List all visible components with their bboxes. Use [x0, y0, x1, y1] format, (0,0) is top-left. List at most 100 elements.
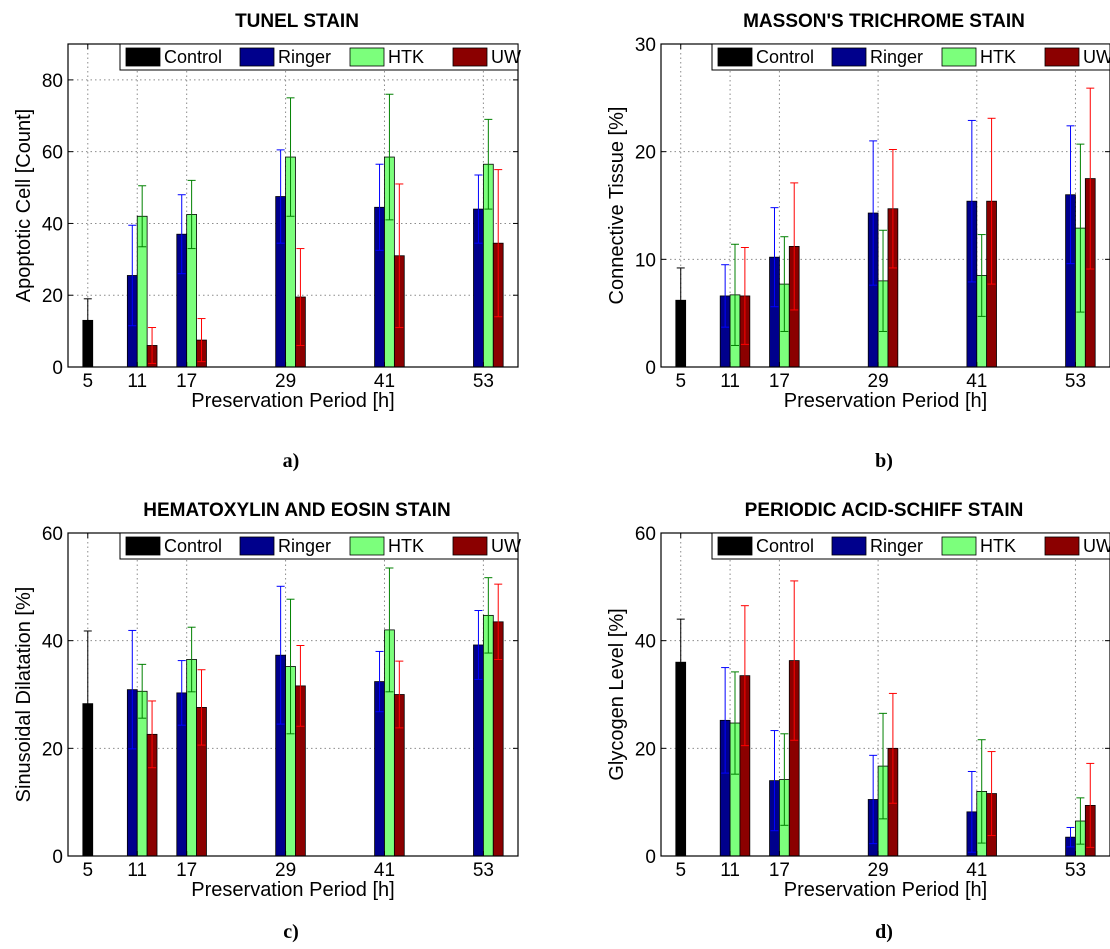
legend-swatch-ringer: [239, 47, 275, 67]
x-axis-label: Preservation Period [h]: [784, 879, 987, 901]
chart-title: PERIODIC ACID-SCHIFF STAIN: [745, 500, 1024, 521]
x-tick-label: 17: [176, 371, 197, 392]
legend-swatch-control: [125, 536, 161, 556]
x-tick-label: 17: [769, 860, 790, 881]
legend-label: HTK: [388, 47, 424, 67]
x-tick-label: 5: [675, 371, 686, 392]
x-tick-label: 29: [275, 371, 296, 392]
chart-panel-4: 0 20 40 60 5 11 17 29 41 53 Preservation Period [h…: [606, 500, 1110, 943]
y-axis-label: Sinusoidal Dilatation [%]: [13, 587, 35, 803]
x-axis-label: Preservation Period [h]: [784, 390, 987, 412]
legend: Control Ringer HTK UW: [711, 532, 1110, 560]
chart-title: HEMATOXYLIN AND EOSIN STAIN: [143, 500, 451, 521]
x-tick-label: 17: [176, 860, 197, 881]
x-tick-label: 11: [720, 371, 740, 392]
legend-label: Control: [164, 536, 222, 556]
panel-label: b): [875, 450, 893, 472]
legend-label: Ringer: [870, 47, 923, 67]
x-tick-label: 29: [275, 860, 296, 881]
x-tick-label: 5: [675, 860, 686, 881]
y-tick-label: 20: [42, 739, 63, 760]
legend-swatch-htk: [349, 47, 385, 67]
x-tick-label: 11: [720, 860, 740, 881]
legend-swatch-control: [125, 47, 161, 67]
legend-swatch-uw: [452, 536, 488, 556]
legend: Control Ringer HTK UW: [119, 532, 521, 560]
x-tick-label: 41: [374, 860, 395, 881]
legend-label: Control: [164, 47, 222, 67]
legend-box: [119, 532, 519, 560]
x-tick-label: 29: [868, 860, 889, 881]
chart-panel-2: 0 10 20 30 5 11 17 29 41 53 Preservation Period [h…: [606, 11, 1110, 472]
legend-label: HTK: [980, 536, 1016, 556]
legend: Control Ringer HTK UW: [711, 43, 1110, 71]
y-tick-label: 60: [42, 143, 63, 164]
panel-label: c): [283, 921, 299, 943]
y-axis-label: Apoptotic Cell [Count]: [13, 109, 35, 302]
y-tick-label: 40: [635, 632, 656, 653]
legend-label: Control: [756, 536, 814, 556]
y-tick-label: 40: [42, 214, 63, 235]
y-axis-label: Glycogen Level [%]: [606, 608, 628, 780]
legend-label: Ringer: [870, 536, 923, 556]
x-axis-label: Preservation Period [h]: [191, 879, 394, 901]
legend-label: UW: [1083, 47, 1110, 67]
legend-swatch-ringer: [831, 47, 867, 67]
x-tick-label: 41: [374, 371, 395, 392]
legend-swatch-uw: [1044, 47, 1080, 67]
x-tick-label: 41: [966, 860, 987, 881]
y-tick-label: 0: [52, 847, 63, 868]
legend-swatch-uw: [1044, 536, 1080, 556]
y-axis-label: Connective Tissue [%]: [606, 107, 628, 305]
legend-label: Ringer: [278, 47, 331, 67]
x-tick-label: 5: [82, 371, 93, 392]
panel-label: d): [875, 921, 893, 943]
y-tick-label: 10: [635, 250, 656, 271]
y-tick-label: 0: [645, 358, 656, 379]
legend-swatch-htk: [349, 536, 385, 556]
legend-label: Control: [756, 47, 814, 67]
legend-swatch-control: [717, 536, 753, 556]
legend-swatch-ringer: [831, 536, 867, 556]
y-tick-label: 20: [42, 286, 63, 307]
x-tick-label: 29: [868, 371, 889, 392]
x-tick-label: 53: [1065, 860, 1086, 881]
chart-title: TUNEL STAIN: [235, 11, 359, 32]
y-tick-label: 80: [42, 71, 63, 92]
x-tick-label: 11: [127, 860, 147, 881]
legend-label: UW: [1083, 536, 1110, 556]
x-tick-label: 5: [82, 860, 93, 881]
chart-title: MASSON'S TRICHROME STAIN: [743, 11, 1025, 32]
legend-swatch-ringer: [239, 536, 275, 556]
x-tick-label: 17: [769, 371, 790, 392]
x-tick-label: 11: [127, 371, 147, 392]
legend-label: HTK: [388, 536, 424, 556]
panel-label: a): [283, 450, 300, 472]
legend-box: [119, 43, 519, 71]
y-tick-label: 60: [635, 524, 656, 545]
x-tick-label: 53: [473, 371, 494, 392]
y-tick-label: 40: [42, 632, 63, 653]
y-tick-label: 0: [645, 847, 656, 868]
legend-swatch-control: [717, 47, 753, 67]
legend: Control Ringer HTK UW: [119, 43, 521, 71]
y-tick-label: 60: [42, 524, 63, 545]
legend-label: UW: [491, 536, 521, 556]
legend-box: [711, 43, 1110, 71]
chart-panel-1: 0 20 40 60 80 5 11 17 29 41 53 Preservation Period …: [13, 11, 521, 472]
x-tick-label: 41: [966, 371, 987, 392]
y-tick-label: 20: [635, 143, 656, 164]
y-tick-label: 30: [635, 35, 656, 56]
x-tick-label: 53: [1065, 371, 1086, 392]
legend-box: [711, 532, 1110, 560]
x-axis-label: Preservation Period [h]: [191, 390, 394, 412]
legend-swatch-htk: [941, 536, 977, 556]
legend-label: HTK: [980, 47, 1016, 67]
legend-swatch-htk: [941, 47, 977, 67]
y-tick-label: 20: [635, 739, 656, 760]
legend-label: UW: [491, 47, 521, 67]
x-tick-label: 53: [473, 860, 494, 881]
y-tick-label: 0: [52, 358, 63, 379]
legend-swatch-uw: [452, 47, 488, 67]
